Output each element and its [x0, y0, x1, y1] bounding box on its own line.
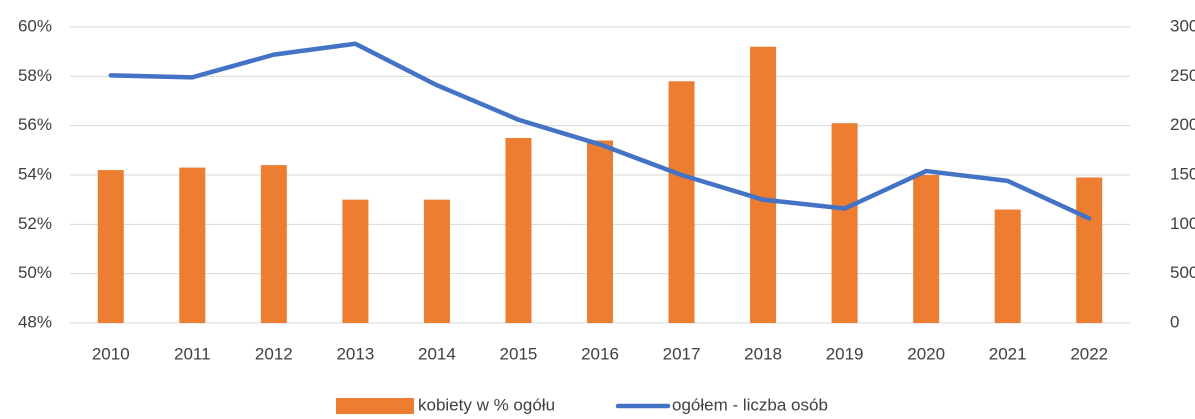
legend-label: kobiety w % ogółu: [418, 395, 555, 414]
bar: [994, 209, 1021, 323]
bar: [260, 165, 287, 323]
bar: [587, 140, 613, 323]
y2-tick-label: 2500: [1170, 66, 1195, 85]
line: [108, 41, 1092, 221]
bar: [505, 138, 532, 323]
y2-tick-label: 500: [1170, 263, 1195, 282]
y-tick-label: 58%: [18, 66, 52, 85]
bar: [831, 123, 858, 323]
y2-tick-label: 1000: [1170, 214, 1195, 233]
y-tick-label: 54%: [18, 164, 52, 183]
y-tick-label: 56%: [18, 115, 52, 134]
bar: [668, 81, 695, 324]
bar: [179, 167, 206, 323]
y2-tick-label: 3000: [1170, 16, 1195, 35]
bar: [423, 199, 450, 323]
x-tick-label: 2019: [826, 344, 864, 363]
y-tick-label: 48%: [18, 312, 52, 331]
x-tick-label: 2022: [1070, 344, 1108, 363]
x-tick-label: 2012: [255, 344, 293, 363]
x-tick-label: 2021: [989, 344, 1027, 363]
x-tick-label: 2011: [174, 344, 211, 363]
x-tick-label: 2010: [92, 344, 130, 363]
bar: [913, 175, 940, 323]
y-tick-label: 52%: [18, 214, 52, 233]
bar: [97, 170, 124, 323]
y-tick-label: 50%: [18, 263, 52, 282]
x-tick-label: 2013: [336, 344, 374, 363]
legend-label: ogółem - liczba osób: [672, 395, 828, 414]
y2-tick-label: 1500: [1170, 164, 1195, 183]
y2-tick-label: 2000: [1170, 115, 1195, 134]
legend-swatch: [336, 398, 414, 414]
bar: [750, 46, 777, 323]
x-tick-label: 2016: [581, 344, 619, 363]
bar: [1076, 177, 1103, 323]
bar: [342, 199, 369, 323]
x-tick-label: 2018: [744, 344, 782, 363]
x-tick-label: 2020: [907, 344, 945, 363]
y2-tick-label: 0: [1170, 312, 1179, 331]
x-tick-label: 2017: [663, 344, 701, 363]
x-tick-label: 2014: [418, 344, 456, 363]
x-tick-label: 2015: [500, 344, 538, 363]
y-tick-label: 60%: [18, 16, 52, 35]
